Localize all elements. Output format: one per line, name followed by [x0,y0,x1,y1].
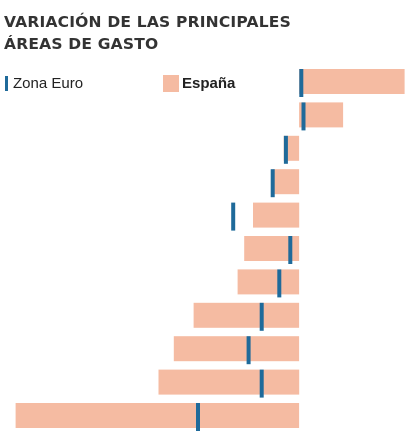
marker-zona-euro-9 [246,336,251,365]
marker-zona-euro-11 [196,403,200,431]
bar-espana-8 [193,302,300,328]
marker-zona-euro-3 [283,135,288,164]
marker-zona-euro-5 [231,202,236,231]
legend-label-zona-euro: Zona Euro [13,74,84,92]
chart-title-line-2: ÁREAS DE GASTO [4,35,159,53]
bar-espana-4 [272,169,300,195]
marker-zona-euro-7 [277,269,282,298]
bar-espana-2 [299,102,344,128]
legend-item-espana: España [163,73,235,93]
legend-label-espana: España [182,74,236,92]
chart-title: VARIACIÓN DE LAS PRINCIPALES ÁREAS DE GA… [4,11,404,55]
bar-espana-9 [173,336,300,362]
bars-group [15,69,405,428]
bar-espana-5 [253,202,300,228]
chart-title-line-1: VARIACIÓN DE LAS PRINCIPALES [4,13,291,31]
marker-zona-euro-10 [259,369,264,398]
legend-item-zona-euro: Zona Euro [5,73,83,93]
marker-zona-euro-1 [299,69,304,97]
legend-swatch-zona-euro [5,75,8,91]
bar-espana-1 [299,69,405,94]
marker-zona-euro-6 [288,236,293,264]
marker-zona-euro-4 [270,169,275,198]
marker-zona-euro-2 [301,102,306,131]
marker-zona-euro-8 [259,302,264,331]
bar-espana-11 [15,403,300,428]
legend-swatch-espana [163,74,179,92]
bar-espana-10 [158,369,300,395]
markers-group [196,69,306,431]
bar-espana-7 [237,269,300,295]
